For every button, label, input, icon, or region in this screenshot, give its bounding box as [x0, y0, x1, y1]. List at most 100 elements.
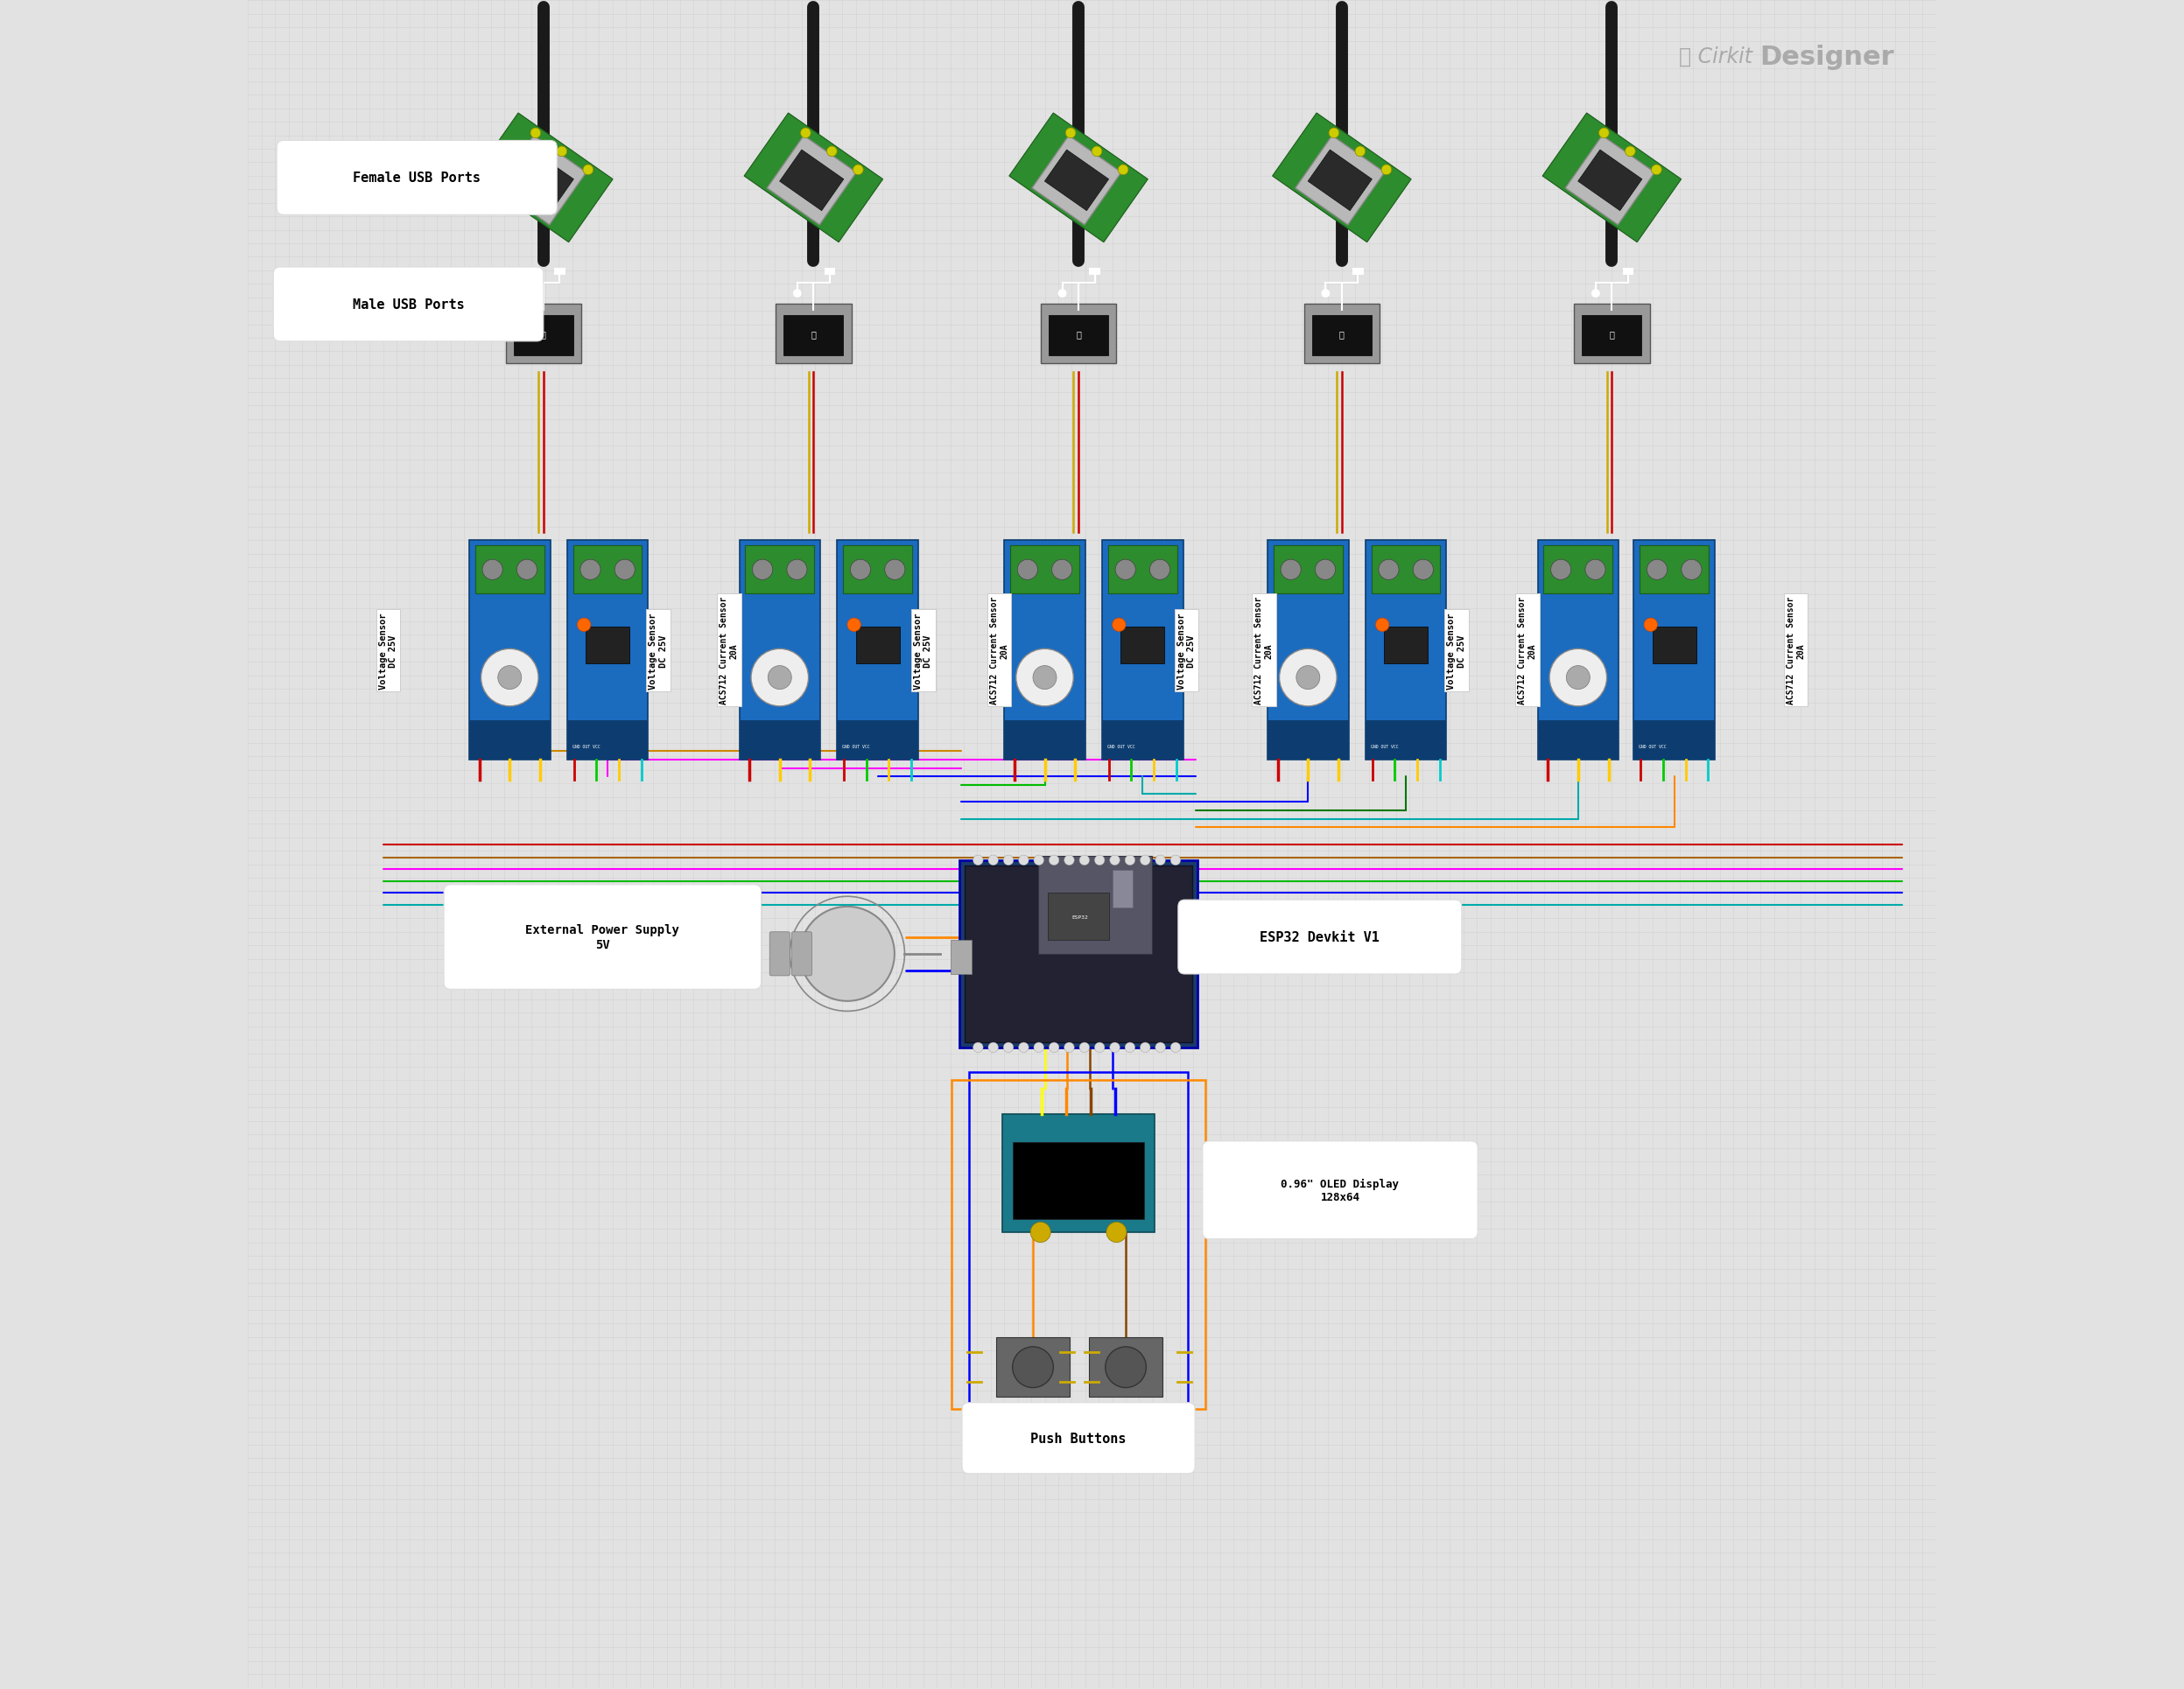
Circle shape: [1107, 1223, 1127, 1243]
Circle shape: [974, 1042, 983, 1052]
Text: Voltage Sensor
DC 25V: Voltage Sensor DC 25V: [913, 613, 933, 689]
Circle shape: [1682, 561, 1701, 581]
FancyBboxPatch shape: [273, 267, 544, 341]
Circle shape: [583, 166, 594, 176]
Text: ACS712 Current Sensor
20A: ACS712 Current Sensor 20A: [1256, 596, 1273, 704]
Text: ACS712 Current Sensor
20A: ACS712 Current Sensor 20A: [1518, 596, 1538, 704]
Circle shape: [577, 618, 590, 632]
FancyBboxPatch shape: [1120, 627, 1164, 664]
FancyBboxPatch shape: [585, 627, 629, 664]
FancyBboxPatch shape: [1365, 721, 1446, 760]
FancyBboxPatch shape: [1372, 546, 1441, 595]
FancyBboxPatch shape: [1037, 856, 1153, 954]
Text: Push Buttons: Push Buttons: [1031, 1432, 1127, 1444]
Circle shape: [498, 665, 522, 689]
Bar: [555, 269, 566, 275]
Circle shape: [1057, 291, 1066, 299]
FancyBboxPatch shape: [1566, 137, 1655, 226]
Text: Voltage Sensor
DC 25V: Voltage Sensor DC 25V: [378, 613, 397, 689]
Circle shape: [1413, 561, 1433, 581]
FancyBboxPatch shape: [507, 304, 581, 365]
FancyBboxPatch shape: [791, 932, 812, 976]
Circle shape: [1064, 1042, 1075, 1052]
FancyBboxPatch shape: [738, 721, 821, 760]
Circle shape: [1149, 561, 1171, 581]
FancyBboxPatch shape: [1538, 721, 1618, 760]
FancyBboxPatch shape: [476, 546, 544, 595]
FancyBboxPatch shape: [470, 721, 550, 760]
FancyBboxPatch shape: [1044, 150, 1109, 211]
FancyBboxPatch shape: [1542, 113, 1682, 243]
Circle shape: [1625, 147, 1636, 157]
Circle shape: [1105, 1346, 1147, 1388]
FancyBboxPatch shape: [1011, 546, 1079, 595]
FancyBboxPatch shape: [1308, 150, 1372, 211]
Circle shape: [1094, 1042, 1105, 1052]
Circle shape: [1647, 561, 1666, 581]
Circle shape: [1048, 855, 1059, 865]
Text: ACS712 Current Sensor
20A: ACS712 Current Sensor 20A: [1787, 596, 1806, 704]
FancyBboxPatch shape: [1634, 540, 1714, 760]
Circle shape: [1016, 649, 1072, 706]
Circle shape: [1079, 855, 1090, 865]
Circle shape: [518, 561, 537, 581]
Circle shape: [522, 291, 531, 299]
Circle shape: [531, 128, 542, 138]
Circle shape: [1321, 291, 1330, 299]
Circle shape: [614, 561, 636, 581]
Circle shape: [1002, 1042, 1013, 1052]
Circle shape: [1651, 166, 1662, 176]
FancyBboxPatch shape: [1013, 1142, 1144, 1219]
FancyBboxPatch shape: [856, 627, 900, 664]
Circle shape: [1033, 855, 1044, 865]
Text: GND OUT VCC: GND OUT VCC: [1638, 743, 1666, 748]
FancyBboxPatch shape: [738, 540, 821, 760]
Circle shape: [1140, 855, 1151, 865]
Text: ⎘ Cirkit: ⎘ Cirkit: [1679, 46, 1758, 68]
FancyBboxPatch shape: [1267, 721, 1348, 760]
Text: Designer: Designer: [1760, 44, 1894, 69]
Circle shape: [974, 855, 983, 865]
FancyBboxPatch shape: [1267, 540, 1348, 760]
Circle shape: [1171, 1042, 1182, 1052]
Text: Voltage Sensor
DC 25V: Voltage Sensor DC 25V: [649, 613, 668, 689]
FancyBboxPatch shape: [1009, 113, 1149, 243]
Circle shape: [1566, 665, 1590, 689]
Circle shape: [1280, 649, 1337, 706]
Circle shape: [1125, 855, 1136, 865]
Circle shape: [751, 649, 808, 706]
Text: External Power Supply
5V: External Power Supply 5V: [526, 924, 679, 951]
FancyBboxPatch shape: [1042, 304, 1116, 365]
Circle shape: [1109, 1042, 1120, 1052]
FancyBboxPatch shape: [769, 932, 791, 976]
Text: ⎕: ⎕: [1610, 329, 1614, 339]
Circle shape: [1064, 855, 1075, 865]
FancyBboxPatch shape: [950, 941, 972, 975]
Circle shape: [1592, 291, 1601, 299]
Circle shape: [1586, 561, 1605, 581]
Circle shape: [1171, 855, 1182, 865]
FancyBboxPatch shape: [1273, 546, 1343, 595]
Circle shape: [1645, 618, 1658, 632]
FancyBboxPatch shape: [745, 546, 815, 595]
FancyBboxPatch shape: [474, 113, 614, 243]
FancyBboxPatch shape: [568, 721, 649, 760]
Text: GND OUT VCC: GND OUT VCC: [572, 743, 601, 748]
FancyBboxPatch shape: [1385, 627, 1428, 664]
FancyBboxPatch shape: [780, 150, 843, 211]
FancyBboxPatch shape: [498, 137, 585, 226]
FancyBboxPatch shape: [1304, 304, 1380, 365]
Circle shape: [1031, 1223, 1051, 1243]
FancyBboxPatch shape: [1177, 900, 1461, 975]
FancyBboxPatch shape: [509, 150, 574, 211]
Text: ⎕: ⎕: [1339, 329, 1345, 339]
Circle shape: [1002, 855, 1013, 865]
Bar: [1352, 269, 1363, 275]
FancyBboxPatch shape: [1103, 721, 1184, 760]
Text: ⎕: ⎕: [810, 329, 817, 339]
Circle shape: [1599, 128, 1610, 138]
Text: ESP32 Devkit V1: ESP32 Devkit V1: [1260, 931, 1380, 944]
Circle shape: [1354, 147, 1365, 157]
FancyBboxPatch shape: [1640, 546, 1708, 595]
FancyBboxPatch shape: [1273, 113, 1411, 243]
